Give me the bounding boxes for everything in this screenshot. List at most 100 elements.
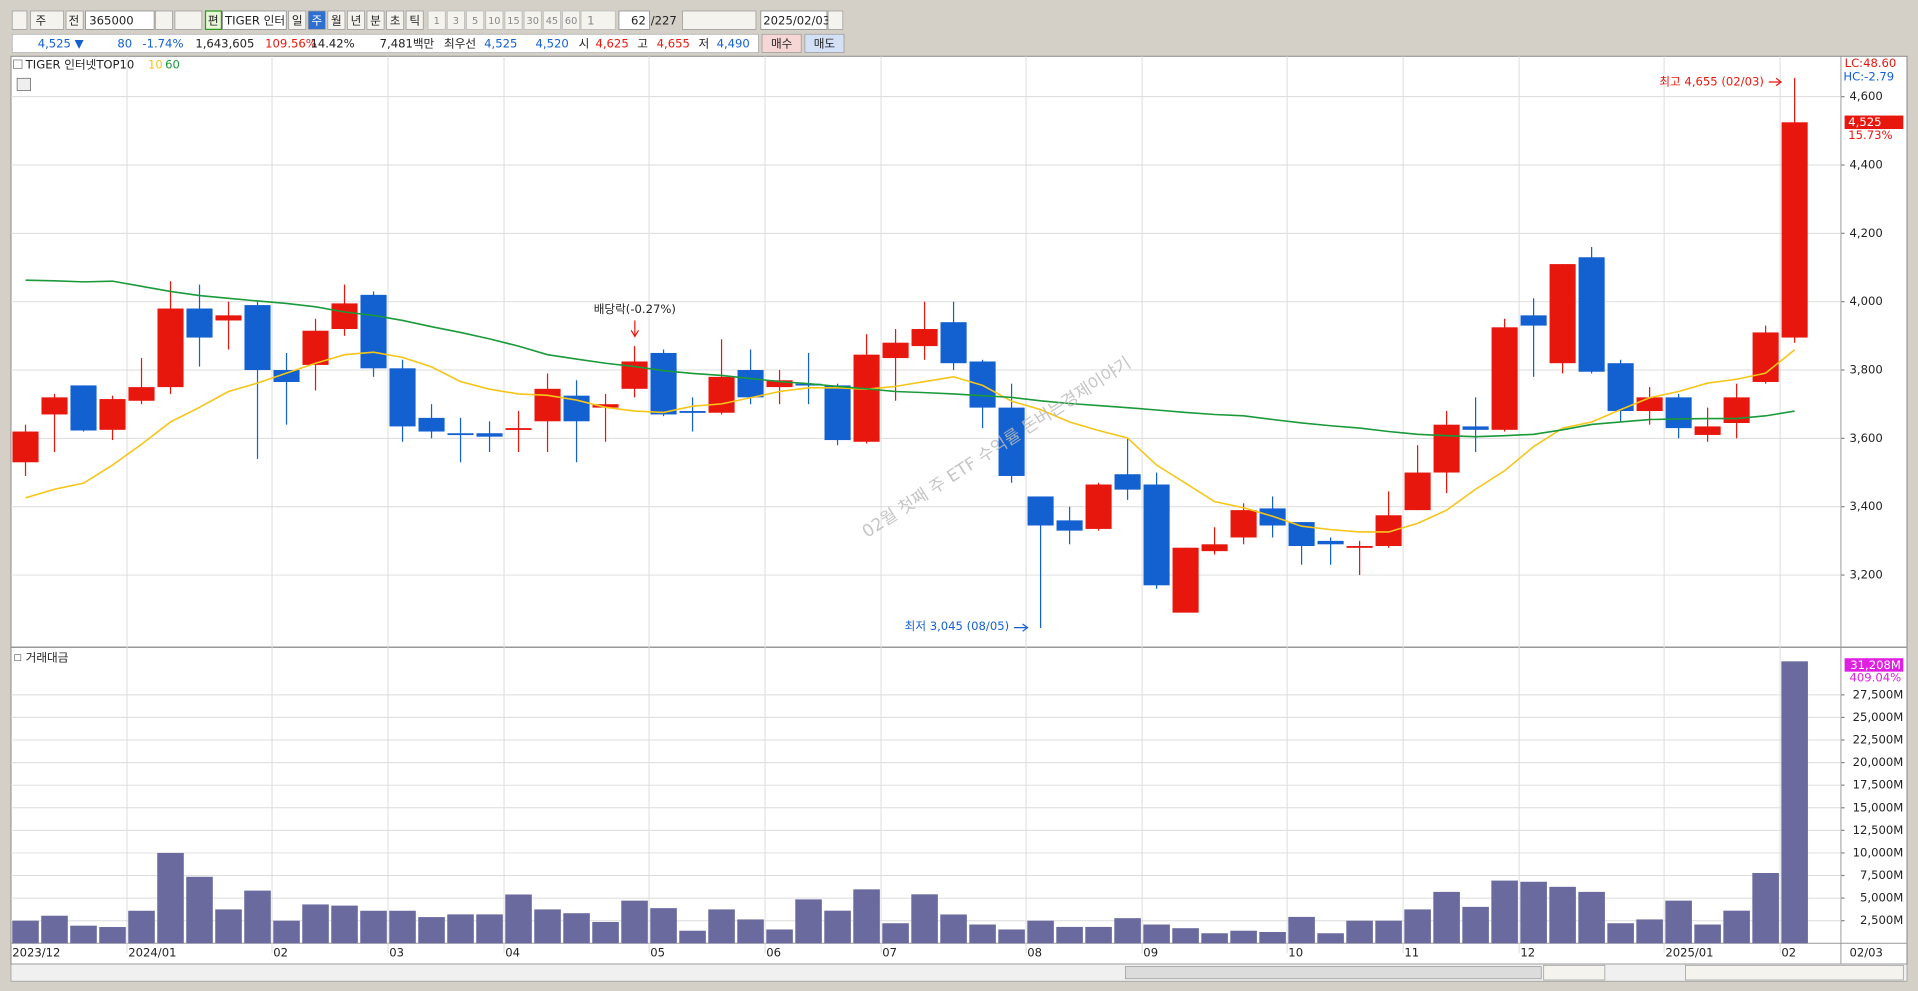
candle-body [1114,474,1141,490]
period-btn[interactable] [307,10,326,30]
volume-tick-label: 2,500M [1860,913,1903,927]
candle-body [447,433,474,436]
price-tick-label: 4,400 [1849,157,1882,171]
period-combo[interactable] [30,10,64,30]
volume-bar [708,909,735,944]
volume-bar [360,910,387,944]
legend-ma60: 60 [165,57,180,71]
candle-body [1462,426,1489,430]
legend-icon [13,59,23,69]
period-btn[interactable] [347,10,365,30]
interval-btn[interactable] [466,10,485,30]
tool-icons[interactable] [682,10,757,30]
x-tick-label: 02 [273,946,288,960]
price-tag-label: 4,525 [1848,115,1881,129]
interval-btn[interactable] [542,10,561,30]
x-tick-label: 03 [389,946,404,960]
date-box[interactable] [760,10,828,30]
volume-bar [1578,891,1605,944]
playback-buttons[interactable] [1543,964,1606,981]
candle-body [1346,546,1373,548]
volume-bar [1549,886,1576,944]
interval-btn[interactable] [504,10,523,30]
period-label: 초 [390,13,401,27]
candle-body [1433,424,1460,473]
legend-title: TIGER 인터넷TOP10 [25,57,135,71]
sound-btn[interactable] [174,10,203,30]
volume-bar [12,920,39,944]
volume-ratio: 109.56% [265,37,317,51]
zoom-tools[interactable] [1685,964,1904,981]
high-annotation: 최고 4,655 (02/03) [1659,74,1763,88]
period-btn[interactable] [327,10,346,30]
edit-btn[interactable] [204,10,223,30]
volume-tick-label: 27,500M [1853,687,1904,701]
period-btn[interactable] [288,10,307,30]
count: 62 [631,13,646,27]
low-annotation: 최저 3,045 (08/05) [905,619,1009,633]
buy-btn[interactable] [761,33,802,53]
volume-tick-label: 15,000M [1853,800,1904,814]
volume: 1,643,605 [195,37,254,51]
candle-body [1201,544,1228,552]
volume-bar [1317,933,1344,944]
candle-body [1288,522,1315,547]
volume-bar [1462,906,1489,944]
volume-tick-label: 12,500M [1853,823,1904,837]
volume-bar [1404,909,1431,944]
x-tick-label: 07 [882,946,897,960]
volume-bar [1201,933,1228,944]
candle-body [795,383,822,386]
scrollbar[interactable] [10,963,1908,982]
multiplier-box[interactable] [580,10,616,30]
x-tick-label: 2024/01 [128,946,176,960]
interval-btn[interactable] [523,10,542,30]
volume-bar [41,915,68,944]
sell-btn[interactable] [804,33,845,53]
interval-label: 45 [546,16,558,27]
candle-body [12,431,39,463]
high-arrow [1768,77,1783,87]
interval-btn[interactable] [446,10,465,30]
candle-body [1172,547,1199,613]
period-btn[interactable] [405,10,424,30]
scope: 전 [69,13,80,27]
scroll-thumb[interactable] [1124,966,1542,980]
code-input[interactable] [85,10,155,30]
volume-bar [1694,924,1721,944]
period-btn[interactable] [366,10,385,30]
search-btn[interactable] [154,10,173,30]
best-quote: 최우선 [444,37,476,51]
interval-label: 15 [507,16,519,27]
volume-bar [650,908,677,944]
candle-body [418,417,445,432]
count-box[interactable] [618,10,650,30]
interval-label: 5 [472,16,478,27]
interval-btn[interactable] [485,10,504,30]
turnover: 14.42% [310,37,354,51]
volume-bar [766,929,793,944]
volume-bar [1114,918,1141,944]
buy: 매수 [771,37,793,51]
volume-bar [969,924,996,944]
period-btn[interactable] [386,10,405,30]
calendar-btn[interactable] [827,10,844,30]
code: 365000 [89,13,133,27]
scope-box[interactable] [65,10,84,30]
table-icon[interactable] [16,77,31,91]
volume-bar [737,919,764,944]
candle-body [708,376,735,413]
menu-icon[interactable] [11,10,28,30]
info-bar: 4,525 ▼ 80 -1.74% 1,643,605 109.56% 14.4… [11,33,845,53]
period-label: 월 [331,13,342,27]
interval-label: 3 [453,16,459,27]
volume-tick-label: 25,000M [1853,710,1904,724]
candle-body [998,407,1025,476]
volume-bar [621,900,648,944]
lc-label: LC:48.60 [1845,56,1897,70]
interval-btn[interactable] [427,10,446,30]
volume-bar [1259,931,1286,944]
candle-body [99,399,126,430]
interval-btn[interactable] [562,10,581,30]
candle-body [273,370,300,382]
